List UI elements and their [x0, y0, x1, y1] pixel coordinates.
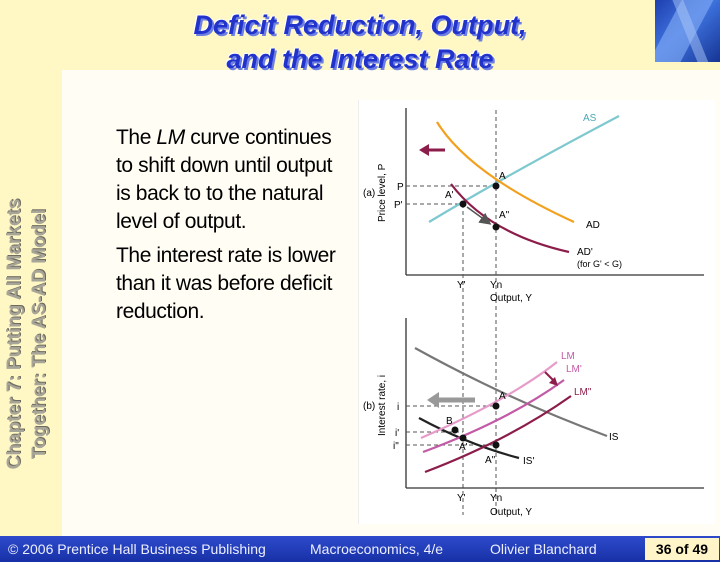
label-IS-prime: IS'	[523, 456, 534, 467]
body-text: The LM curve continues to shift down unt…	[116, 124, 351, 332]
footer-book: Macroeconomics, 4/e	[310, 541, 444, 557]
figure-svg: A A' A" AS AD AD' (for G' < G) P P' Y' Y…	[363, 108, 704, 518]
tick-P-prime: P'	[394, 200, 403, 211]
as-ad-is-lm-figure: A A' A" AS AD AD' (for G' < G) P P' Y' Y…	[358, 100, 715, 524]
footer-bar: © 2006 Prentice Hall Business Publishing…	[0, 536, 720, 562]
point-A-b	[492, 402, 500, 410]
point-A-dprime-a	[492, 223, 500, 231]
adjustment-arrow-a	[466, 206, 492, 225]
tick-Y-prime-b: Y'	[457, 493, 466, 504]
label-AS: AS	[583, 113, 597, 124]
point-B	[451, 426, 459, 434]
chapter-side-title: Chapter 7: Putting All Markets Together:…	[2, 156, 58, 512]
side-title-line-2: Together: The AS-AD Model	[29, 208, 50, 460]
footer-author: Olivier Blanchard	[490, 541, 597, 557]
panel-label-a: (a)	[363, 188, 375, 199]
title-line-2: and the Interest Rate	[226, 44, 494, 74]
panel-b: A B A' A" LM LM' LM" IS IS' i i' i" Y' Y…	[363, 318, 704, 518]
is-prime-curve	[418, 417, 520, 460]
lm-curve	[420, 361, 558, 440]
point-A-prime-a	[459, 200, 467, 208]
header-band	[0, 0, 720, 70]
label-B: B	[446, 416, 453, 427]
paragraph-2: The interest rate is lower than it was b…	[116, 244, 336, 323]
xlabel-a: Output, Y	[490, 293, 532, 304]
label-A-a: A	[499, 171, 506, 182]
ylabel-b: Interest rate, i	[377, 375, 388, 436]
slide-title: Deficit Reduction, Output, and the Inter…	[130, 8, 590, 76]
para1-post: curve continues to shift down until outp…	[116, 126, 333, 233]
ad-shift-arrowhead	[419, 144, 429, 156]
lm-shift-arrowhead	[549, 377, 558, 386]
paragraph-1: The LM curve continues to shift down unt…	[116, 124, 351, 236]
label-AD-prime: AD'	[577, 247, 593, 258]
label-A-prime-b: A'	[459, 442, 468, 453]
tick-i-dprime: i"	[393, 441, 399, 452]
para1-lm: LM	[156, 126, 185, 149]
lm-prime-curve	[422, 379, 565, 454]
label-LM: LM	[561, 351, 575, 362]
para1-pre: The	[116, 126, 157, 149]
title-line-1: Deficit Reduction, Output,	[193, 10, 527, 40]
label-A-dprime-b: A"	[485, 455, 496, 466]
footer-publisher: © 2006 Prentice Hall Business Publishing	[8, 541, 266, 557]
ad-curve	[436, 121, 575, 224]
corner-logo-graphic	[655, 0, 720, 62]
side-title-line-1: Chapter 7: Putting All Markets	[4, 198, 25, 470]
tick-i-prime: i'	[395, 428, 399, 439]
ad-prime-curve	[450, 183, 570, 254]
label-AD: AD	[586, 220, 600, 231]
is-curve	[414, 347, 608, 438]
point-A-a	[492, 182, 500, 190]
point-A-dprime-b	[492, 441, 500, 449]
tick-Y-prime-a: Y'	[457, 280, 466, 291]
label-LM-prime: LM'	[566, 364, 582, 375]
panel-label-b: (b)	[363, 401, 375, 412]
point-A-prime-b	[459, 434, 467, 442]
is-shift-arrowhead	[427, 392, 439, 408]
label-A-b: A	[499, 391, 506, 402]
xlabel-b: Output, Y	[490, 507, 532, 518]
label-A-prime-a: A'	[445, 190, 454, 201]
label-IS: IS	[609, 432, 619, 443]
label-A-dprime-a: A"	[499, 210, 510, 221]
lm-dprime-curve	[424, 395, 572, 474]
tick-Yn-b: Yn	[490, 493, 502, 504]
panel-a: A A' A" AS AD AD' (for G' < G) P P' Y' Y…	[363, 108, 704, 515]
as-curve	[428, 115, 620, 223]
tick-Yn-a: Yn	[490, 280, 502, 291]
page-number: 36 of 49	[645, 538, 719, 560]
ylabel-a: Price level, P	[377, 163, 388, 222]
tick-P: P	[397, 182, 404, 193]
label-LM-dprime: LM"	[574, 387, 592, 398]
label-AD-prime-note: (for G' < G)	[577, 259, 622, 269]
tick-i: i	[397, 402, 399, 413]
